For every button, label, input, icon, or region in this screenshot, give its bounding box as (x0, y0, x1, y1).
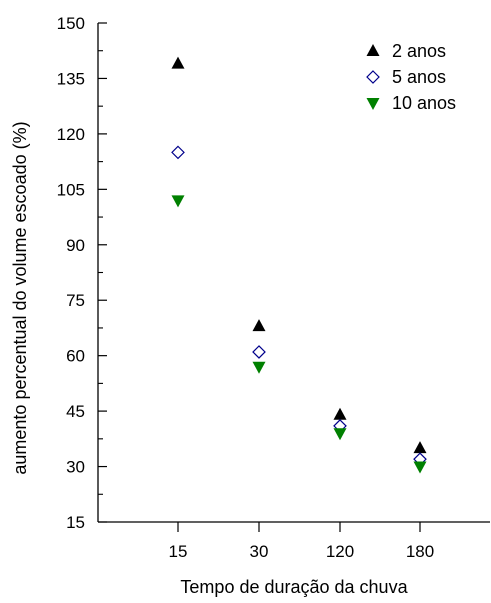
y-tick-label: 60 (66, 347, 85, 366)
data-point (252, 361, 266, 374)
legend-label: 5 anos (392, 67, 446, 87)
y-tick-label: 135 (57, 69, 85, 88)
y-tick-label: 15 (66, 513, 85, 532)
data-point (252, 345, 266, 359)
data-point (413, 461, 427, 474)
y-tick-label: 30 (66, 458, 85, 477)
y-axis-ticks: 15 30 45 60 75 90 105 120 135 150 (57, 14, 107, 532)
data-point (252, 319, 266, 332)
x-tick-label: 120 (326, 542, 354, 561)
legend-label: 2 anos (392, 41, 446, 61)
data-point (413, 441, 427, 454)
y-tick-label: 105 (57, 180, 85, 199)
y-axis-label: aumento percentual do volume escoado (%) (10, 121, 30, 474)
x-tick-label: 180 (406, 542, 434, 561)
data-point (171, 56, 185, 69)
y-tick-label: 150 (57, 14, 85, 33)
data-point (171, 145, 185, 160)
legend-marker (366, 44, 380, 56)
data-point (333, 428, 347, 441)
series-2 (171, 145, 427, 467)
data-point (333, 407, 347, 420)
legend-marker (366, 70, 380, 84)
series-1 (171, 56, 427, 454)
x-axis-ticks: 15 30 120 180 (169, 522, 434, 561)
y-tick-label: 45 (66, 402, 85, 421)
legend-marker (366, 98, 380, 110)
y-tick-label: 90 (66, 236, 85, 255)
x-tick-label: 15 (169, 542, 188, 561)
y-tick-label: 75 (66, 291, 85, 310)
y-tick-label: 120 (57, 125, 85, 144)
data-points (171, 56, 427, 474)
data-point (171, 195, 185, 208)
x-axis-label: Tempo de duração da chuva (180, 577, 408, 597)
legend: 2 anos 5 anos 10 anos (366, 41, 456, 113)
legend-label: 10 anos (392, 93, 456, 113)
series-3 (171, 195, 427, 474)
x-tick-label: 30 (250, 542, 269, 561)
